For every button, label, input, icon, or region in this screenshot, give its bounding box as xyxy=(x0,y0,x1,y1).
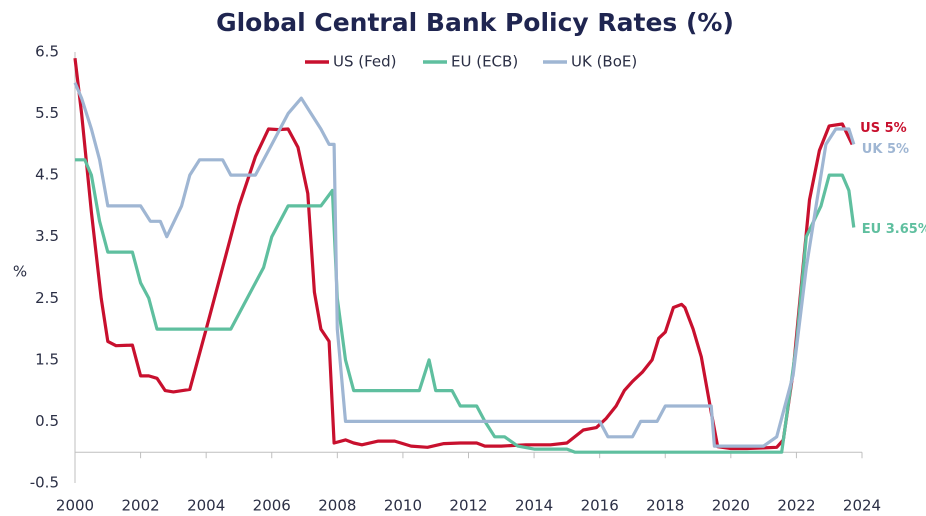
x-tick-label: 2016 xyxy=(581,497,619,515)
end-label: UK 5% xyxy=(862,142,909,157)
y-tick-label: 5.5 xyxy=(35,104,59,122)
x-tick-label: 2022 xyxy=(777,497,815,515)
x-tick-label: 2010 xyxy=(384,497,422,515)
y-tick-label: 4.5 xyxy=(35,166,59,184)
legend-label: EU (ECB) xyxy=(451,53,518,71)
x-tick-label: 2012 xyxy=(449,497,487,515)
series-line xyxy=(73,58,854,451)
y-tick-label: 6.5 xyxy=(35,43,59,61)
end-label: EU 3.65% xyxy=(862,222,926,237)
x-tick-label: 2024 xyxy=(843,497,881,515)
y-axis-label: % xyxy=(13,263,27,281)
end-label: US 5% xyxy=(860,121,907,136)
x-tick-label: 2006 xyxy=(253,497,291,515)
x-tick-label: 2014 xyxy=(515,497,553,515)
x-tick-label: 2018 xyxy=(646,497,684,515)
legend-label: US (Fed) xyxy=(333,53,397,71)
chart-title: Global Central Bank Policy Rates (%) xyxy=(216,8,734,37)
x-tick-label: 2002 xyxy=(121,497,159,515)
x-tick-label: 2020 xyxy=(712,497,750,515)
y-tick-label: 1.5 xyxy=(35,350,59,368)
x-tick-label: 2008 xyxy=(318,497,356,515)
x-tick-label: 2004 xyxy=(187,497,225,515)
series-line xyxy=(75,158,856,454)
y-tick-label: 0.5 xyxy=(35,412,59,430)
x-tick-label: 2000 xyxy=(56,497,94,515)
y-tick-label: -0.5 xyxy=(30,474,59,492)
y-tick-label: 3.5 xyxy=(35,227,59,245)
series-line xyxy=(73,82,856,448)
y-tick-label: 2.5 xyxy=(35,289,59,307)
legend-label: UK (BoE) xyxy=(571,53,637,71)
